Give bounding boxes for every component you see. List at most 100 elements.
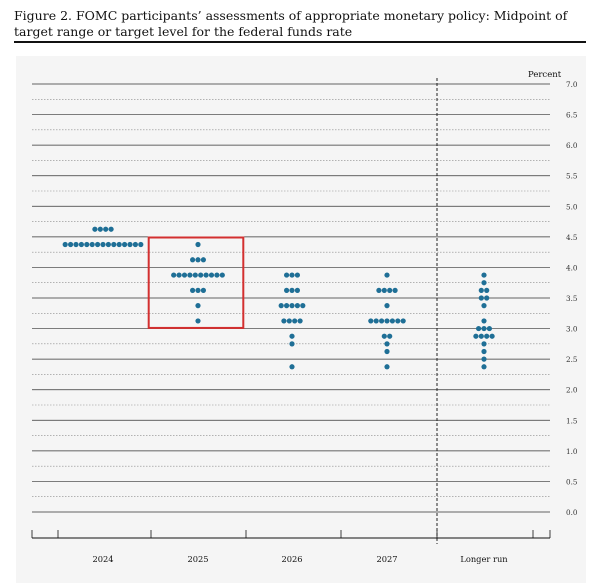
dot-point — [381, 333, 387, 339]
y-tick-label: 4.5 — [566, 233, 578, 242]
y-tick-label: 7.0 — [566, 80, 578, 89]
dot-point — [294, 287, 300, 293]
dot-point — [89, 241, 95, 248]
dot-point — [297, 318, 303, 324]
dot-point — [484, 287, 490, 293]
dot-point — [192, 272, 198, 278]
y-tick-label: 3.0 — [566, 325, 578, 334]
dot-point — [289, 287, 295, 293]
figure-caption: Figure 2. FOMC participants’ assessments… — [14, 8, 568, 39]
dot-point — [122, 241, 128, 248]
dot-point — [484, 333, 490, 339]
dot-point — [478, 287, 484, 293]
dot-point — [84, 241, 90, 248]
dot-point — [200, 257, 206, 263]
dot-point — [200, 287, 206, 293]
dot-point — [481, 272, 487, 278]
dot-point — [395, 318, 401, 324]
dot-point — [476, 325, 482, 332]
dot-point — [384, 348, 390, 355]
caption-divider — [14, 41, 586, 43]
dot-point — [289, 303, 295, 309]
dot-point — [111, 241, 117, 248]
dot-point — [73, 241, 79, 248]
dot-point — [478, 333, 484, 339]
dot-point — [95, 241, 101, 248]
dot-point — [190, 287, 196, 293]
dot-point — [92, 226, 98, 232]
dot-point — [376, 287, 382, 293]
dot-point — [294, 272, 300, 278]
highlight-box — [147, 236, 245, 329]
dot-point — [127, 241, 133, 248]
dot-point — [68, 241, 74, 248]
dot-point — [481, 325, 487, 332]
dot-point — [384, 341, 390, 347]
dot-point — [171, 272, 177, 278]
dot-point — [289, 333, 295, 339]
dot-point — [300, 303, 306, 309]
dot-point — [195, 287, 201, 293]
dot-point — [203, 272, 209, 278]
dot-point — [481, 364, 487, 370]
dot-point — [392, 287, 398, 293]
dot-point — [103, 226, 109, 232]
dot-point — [478, 295, 484, 301]
dot-point — [387, 333, 393, 339]
dot-point — [138, 241, 144, 248]
y-tick-label: 1.0 — [566, 447, 578, 456]
dot-point — [214, 272, 220, 278]
dot-point — [132, 241, 138, 248]
y-tick-label: 2.0 — [566, 386, 578, 395]
y-tick-label: 6.0 — [566, 141, 578, 150]
x-tick-label: Longer run — [460, 554, 508, 564]
y-tick-label: 4.0 — [566, 263, 578, 272]
dot-point — [284, 272, 290, 278]
dot-point — [486, 325, 492, 332]
dot-point — [481, 303, 487, 309]
dot-point — [284, 303, 290, 309]
x-tick-label: 2024 — [92, 554, 113, 564]
y-tick-label: 5.0 — [566, 202, 578, 211]
dot-point — [289, 341, 295, 347]
dot-point — [195, 318, 201, 324]
dot-point — [484, 295, 490, 301]
dot-point — [289, 272, 295, 278]
dot-point — [97, 226, 103, 232]
dot-point — [208, 272, 215, 278]
y-tick-label: 6.5 — [566, 111, 578, 120]
dot-point — [384, 318, 390, 324]
dot-point — [368, 318, 374, 324]
dot-point — [286, 318, 292, 324]
y-tick-label: 5.5 — [566, 172, 578, 181]
dot-point — [292, 318, 298, 324]
dot-point — [289, 364, 295, 370]
dot-point — [294, 303, 300, 309]
dot-point — [373, 318, 379, 324]
dot-point — [105, 241, 111, 248]
x-tick-label: 2027 — [376, 554, 397, 564]
dot-point — [62, 241, 68, 248]
dot-point — [481, 348, 487, 355]
dot-point — [481, 280, 487, 286]
dot-point — [116, 241, 122, 248]
dot-point — [481, 341, 487, 347]
dot-point — [481, 356, 487, 362]
dot-point — [384, 364, 390, 370]
dot-point — [78, 241, 84, 248]
y-tick-label: 0.0 — [566, 508, 578, 517]
dot-point — [181, 272, 188, 278]
dot-point — [108, 226, 114, 232]
dot-point — [100, 241, 106, 248]
dot-point — [489, 333, 495, 339]
y-axis-unit-label: Percent — [528, 70, 562, 80]
dot-point — [384, 303, 390, 309]
dot-point — [190, 257, 196, 263]
dot-point — [387, 287, 393, 293]
dot-point — [281, 318, 287, 324]
dot-point — [187, 272, 193, 278]
y-tick-label: 3.5 — [566, 294, 578, 303]
dot-point — [473, 333, 479, 339]
dot-point — [195, 303, 201, 309]
dot-point — [400, 318, 406, 324]
